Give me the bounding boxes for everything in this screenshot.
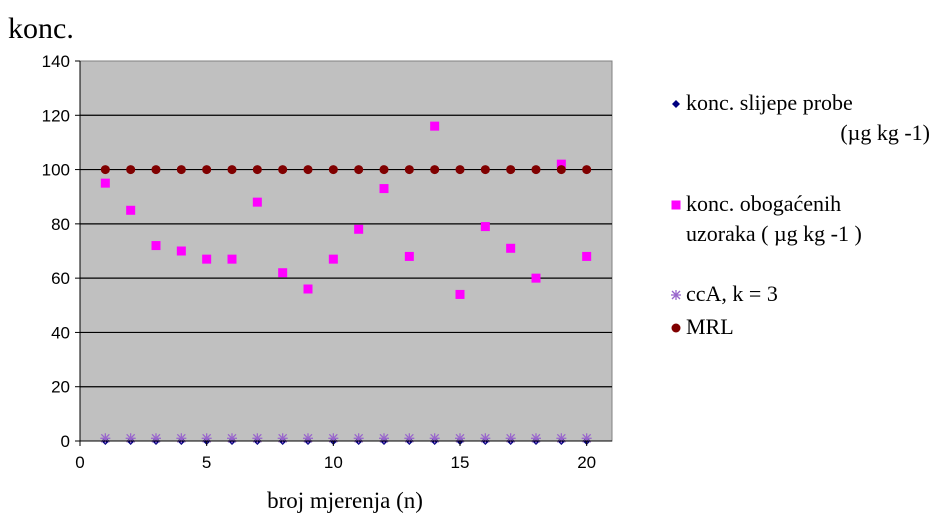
point-circle bbox=[328, 165, 338, 175]
point-square bbox=[379, 184, 389, 194]
point-circle bbox=[227, 165, 237, 175]
point-circle bbox=[379, 165, 389, 175]
legend-marker-square bbox=[671, 200, 681, 210]
point-circle bbox=[202, 165, 212, 175]
legend: konc. slijepe probe (µg kg -1) konc. oboga… bbox=[671, 90, 930, 339]
point-circle bbox=[455, 165, 465, 175]
point-circle bbox=[278, 165, 288, 175]
point-square bbox=[582, 251, 592, 261]
legend-marker-diamond bbox=[672, 100, 680, 108]
y-tick-label: 120 bbox=[42, 106, 70, 125]
legend-label: konc. slijepe probe bbox=[686, 90, 853, 115]
x-tick-label: 10 bbox=[324, 453, 343, 472]
point-star bbox=[556, 433, 567, 444]
y-tick-label: 60 bbox=[51, 269, 70, 288]
point-circle bbox=[151, 165, 161, 175]
point-square bbox=[506, 243, 516, 253]
point-circle bbox=[531, 165, 541, 175]
y-tick-label: 140 bbox=[42, 52, 70, 71]
point-circle bbox=[480, 165, 490, 175]
legend-marker-star bbox=[671, 290, 681, 300]
legend-marker-circle bbox=[671, 323, 681, 333]
point-star bbox=[353, 433, 364, 444]
point-star bbox=[176, 433, 187, 444]
point-star bbox=[379, 433, 389, 444]
point-square bbox=[151, 241, 161, 251]
point-star bbox=[227, 433, 237, 444]
point-circle bbox=[252, 165, 262, 175]
point-square bbox=[278, 268, 288, 278]
y-tick-label: 20 bbox=[51, 378, 70, 397]
point-square bbox=[303, 284, 313, 294]
point-square bbox=[531, 273, 541, 283]
point-square bbox=[100, 178, 110, 188]
point-circle bbox=[126, 165, 136, 175]
point-square bbox=[252, 197, 262, 207]
point-star bbox=[125, 433, 136, 444]
point-circle bbox=[100, 165, 110, 175]
plot-background bbox=[79, 60, 613, 442]
legend-label: uzoraka ( µg kg -1 ) bbox=[686, 221, 862, 246]
x-tick-label: 20 bbox=[577, 453, 596, 472]
point-circle bbox=[176, 165, 186, 175]
point-square bbox=[455, 289, 465, 299]
plot-area bbox=[79, 60, 613, 442]
point-square bbox=[556, 159, 566, 169]
legend-label: MRL bbox=[686, 314, 734, 339]
point-circle bbox=[582, 165, 592, 175]
point-square bbox=[202, 254, 212, 264]
legend-label: konc. obogaćenih bbox=[686, 191, 841, 216]
y-axis-title: konc. bbox=[8, 12, 74, 45]
point-square bbox=[227, 254, 237, 264]
y-tick-label: 40 bbox=[51, 323, 70, 342]
point-star bbox=[429, 433, 440, 444]
y-tick-label: 100 bbox=[42, 161, 70, 180]
point-star bbox=[303, 433, 313, 444]
axes: 0 20 40 60 80 100 120 140 0 5 10 15 20 bbox=[42, 52, 612, 472]
legend-label: ccA, k = 3 bbox=[686, 281, 778, 306]
point-star bbox=[404, 433, 415, 444]
point-star bbox=[505, 433, 516, 444]
point-circle bbox=[430, 165, 440, 175]
point-circle bbox=[506, 165, 516, 175]
data-marks bbox=[100, 121, 592, 445]
point-square bbox=[126, 205, 136, 215]
y-tick-label: 0 bbox=[61, 432, 70, 451]
point-circle bbox=[354, 165, 364, 175]
point-star bbox=[151, 433, 161, 444]
point-square bbox=[480, 222, 490, 232]
x-tick-label: 15 bbox=[451, 453, 470, 472]
point-star bbox=[252, 433, 263, 444]
point-star bbox=[100, 433, 111, 444]
point-circle bbox=[303, 165, 313, 175]
x-tick-label: 5 bbox=[202, 453, 211, 472]
point-square bbox=[176, 246, 186, 256]
point-star bbox=[480, 433, 491, 444]
x-axis-title: broj mjerenja (n) bbox=[267, 488, 423, 513]
point-star bbox=[531, 433, 541, 444]
point-circle bbox=[556, 165, 566, 175]
point-circle bbox=[404, 165, 414, 175]
x-tick-label: 0 bbox=[75, 453, 84, 472]
point-square bbox=[328, 254, 338, 264]
point-star bbox=[277, 433, 288, 444]
point-square bbox=[430, 121, 440, 131]
legend-label: (µg kg -1) bbox=[840, 120, 930, 145]
y-tick-label: 80 bbox=[51, 215, 70, 234]
point-square bbox=[354, 224, 364, 234]
point-square bbox=[404, 251, 414, 261]
